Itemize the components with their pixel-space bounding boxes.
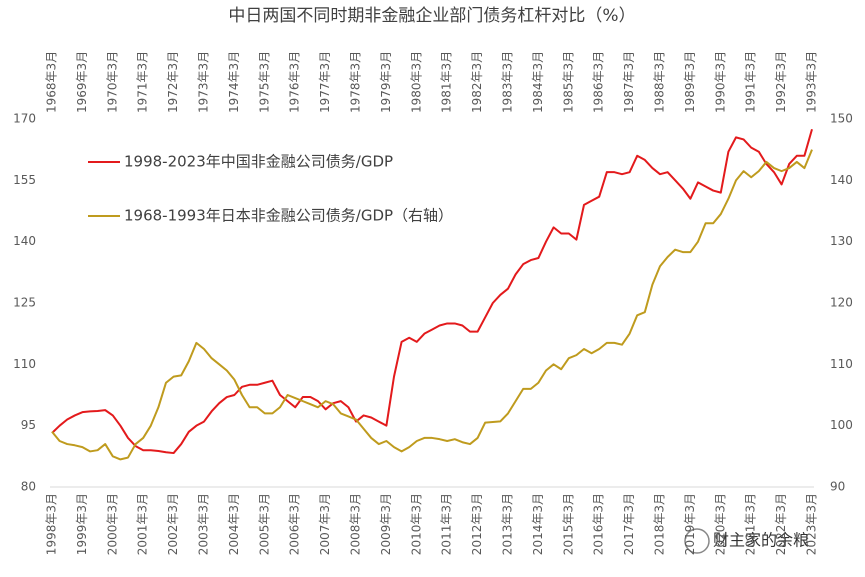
- y-tick-label: 125: [13, 296, 36, 310]
- x-tick-label: 2012年3月: [470, 493, 484, 555]
- x2-tick-label: 1981年3月: [440, 51, 454, 113]
- y2-tick-label: 120: [830, 296, 853, 310]
- x-tick-label: 2022年3月: [774, 493, 788, 555]
- x2-tick-label: 1982年3月: [470, 51, 484, 113]
- x2-tick-label: 1978年3月: [349, 51, 363, 113]
- x2-tick-label: 1974年3月: [227, 51, 241, 113]
- x-tick-label: 2014年3月: [531, 493, 545, 555]
- x-tick-label: 2010年3月: [409, 493, 423, 555]
- watermark-icon: [684, 528, 710, 554]
- x2-tick-label: 1968年3月: [45, 51, 59, 113]
- y2-tick-label: 140: [830, 173, 853, 187]
- x2-tick-label: 1991年3月: [744, 51, 758, 113]
- x-tick-label: 2004年3月: [227, 493, 241, 555]
- x-tick-label: 2009年3月: [379, 493, 393, 555]
- x2-tick-label: 1969年3月: [75, 51, 89, 113]
- series-line: [51, 149, 813, 461]
- x-tick-label: 2011年3月: [440, 493, 454, 555]
- x-tick-label: 2017年3月: [622, 493, 636, 555]
- x2-tick-label: 1972年3月: [166, 51, 180, 113]
- x-tick-label: 2016年3月: [592, 493, 606, 555]
- x2-tick-label: 1983年3月: [501, 51, 515, 113]
- watermark-text: 财主家的余粮: [713, 531, 809, 550]
- x-tick-label: 2001年3月: [136, 493, 150, 555]
- x-tick-label: 2013年3月: [501, 493, 515, 555]
- x-tick-label: 2019年3月: [683, 493, 697, 555]
- x2-tick-label: 1993年3月: [805, 51, 819, 113]
- series-line: [51, 128, 813, 455]
- x2-tick-label: 1976年3月: [288, 51, 302, 113]
- x-tick-label: 2007年3月: [318, 493, 332, 555]
- x2-tick-label: 1986年3月: [592, 51, 606, 113]
- watermark: 财主家的余粮: [684, 528, 809, 554]
- y-tick-label: 95: [21, 418, 36, 432]
- x-tick-label: 2003年3月: [197, 493, 211, 555]
- y2-tick-label: 110: [830, 357, 853, 371]
- x-tick-label: 2021年3月: [744, 493, 758, 555]
- legend-label: 1968-1993年日本非金融公司债务/GDP（右轴）: [124, 207, 453, 225]
- y-tick-label: 170: [13, 112, 36, 126]
- y2-tick-label: 90: [830, 480, 845, 494]
- y-tick-label: 155: [13, 173, 36, 187]
- x2-tick-label: 1985年3月: [561, 51, 575, 113]
- x2-tick-label: 1984年3月: [531, 51, 545, 113]
- x2-tick-label: 1975年3月: [257, 51, 271, 113]
- x2-tick-label: 1989年3月: [683, 51, 697, 113]
- x2-tick-label: 1970年3月: [105, 51, 119, 113]
- x-tick-label: 2005年3月: [257, 493, 271, 555]
- x-tick-label: 1999年3月: [75, 493, 89, 555]
- x-tick-label: 2023年3月: [805, 493, 819, 555]
- y2-tick-label: 130: [830, 234, 853, 248]
- x-tick-label: 2000年3月: [105, 493, 119, 555]
- x-tick-label: 2008年3月: [349, 493, 363, 555]
- x2-tick-label: 1988年3月: [653, 51, 667, 113]
- x2-tick-label: 1973年3月: [197, 51, 211, 113]
- y-tick-label: 110: [13, 357, 36, 371]
- y2-tick-label: 150: [830, 112, 853, 126]
- legend-label: 1998-2023年中国非金融公司债务/GDP: [124, 153, 393, 171]
- x-tick-label: 2018年3月: [653, 493, 667, 555]
- x2-tick-label: 1971年3月: [136, 51, 150, 113]
- x-tick-label: 2006年3月: [288, 493, 302, 555]
- x2-tick-label: 1992年3月: [774, 51, 788, 113]
- x-tick-label: 2020年3月: [713, 493, 727, 555]
- x2-tick-label: 1987年3月: [622, 51, 636, 113]
- x2-tick-label: 1977年3月: [318, 51, 332, 113]
- x-tick-label: 2015年3月: [561, 493, 575, 555]
- x2-tick-label: 1979年3月: [379, 51, 393, 113]
- y-tick-label: 140: [13, 234, 36, 248]
- y2-tick-label: 100: [830, 418, 853, 432]
- chart-title: 中日两国不同时期非金融企业部门债务杠杆对比（%）: [228, 6, 635, 26]
- x-tick-label: 2002年3月: [166, 493, 180, 555]
- x-tick-label: 1998年3月: [45, 493, 59, 555]
- x2-tick-label: 1990年3月: [713, 51, 727, 113]
- y-tick-label: 80: [21, 480, 36, 494]
- x2-tick-label: 1980年3月: [409, 51, 423, 113]
